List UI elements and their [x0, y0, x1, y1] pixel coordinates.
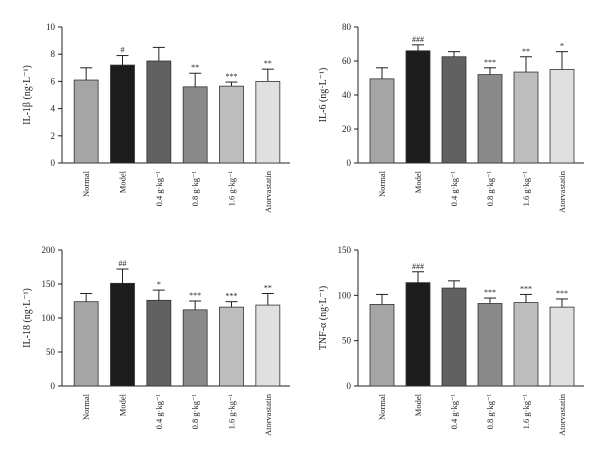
chart-panel-4: 0 50 100 150 TNF-α (ng·L⁻¹) Normal ### Model 0.4…	[318, 245, 584, 436]
y-tick-label: 60	[342, 56, 352, 66]
bar-5	[219, 85, 244, 164]
y-tick-label: 0	[51, 381, 56, 391]
significance-marker: ***	[226, 72, 238, 81]
bar-2	[405, 282, 431, 387]
y-tick-label: 6	[51, 76, 56, 86]
y-tick-label: 2	[51, 131, 56, 141]
bar-3	[441, 287, 467, 387]
category-label: 0.4 g·kg⁻¹	[449, 394, 459, 430]
significance-marker: ***	[556, 289, 568, 298]
significance-marker: **	[264, 284, 272, 293]
category-label: 0.8 g·kg⁻¹	[190, 171, 200, 207]
category-label: Normal	[377, 393, 387, 420]
bar-3	[146, 60, 172, 164]
y-axis-label: TNF-α (ng·L⁻¹)	[318, 286, 329, 350]
category-label: Model	[413, 170, 423, 193]
y-axis-label: IL-6 (ng·L⁻¹)	[318, 68, 329, 123]
chart-panel-3: 0 50 100 150 200 IL-18 (ng·L⁻¹) Normal ## Model *…	[22, 245, 290, 436]
bar-6	[255, 304, 281, 387]
category-label: 0.8 g·kg⁻¹	[485, 171, 495, 207]
bar-4	[182, 309, 208, 387]
significance-marker: **	[522, 47, 530, 56]
y-tick-label: 8	[51, 49, 56, 59]
category-label: 0.4 g·kg⁻¹	[449, 171, 459, 207]
category-label: Model	[118, 393, 128, 416]
category-label: 1.6 g·kg⁻¹	[227, 171, 237, 207]
category-label: Model	[118, 170, 128, 193]
bar-1	[73, 301, 99, 387]
significance-marker: *	[157, 280, 161, 289]
category-label: Atorvastatin	[557, 393, 567, 436]
category-label: 0.8 g·kg⁻¹	[190, 394, 200, 430]
bar-4	[477, 74, 503, 164]
bar-3	[146, 299, 172, 387]
y-tick-label: 0	[51, 158, 56, 168]
significance-marker: ***	[484, 58, 496, 67]
y-tick-label: 100	[338, 290, 352, 300]
bar-5	[513, 302, 539, 387]
bar-2	[405, 50, 431, 164]
bar-2	[110, 64, 135, 164]
significance-marker: ***	[226, 292, 238, 301]
significance-marker: ###	[412, 262, 424, 271]
category-label: Normal	[81, 393, 91, 420]
significance-marker: **	[191, 63, 199, 72]
significance-marker: ***	[189, 291, 201, 300]
y-tick-label: 150	[42, 279, 56, 289]
bar-4	[477, 303, 503, 387]
significance-marker: *	[560, 42, 564, 51]
bar-6	[549, 306, 575, 387]
y-tick-label: 150	[338, 245, 352, 255]
y-tick-label: 100	[42, 313, 56, 323]
chart-panel-2: 0 20 40 60 80 IL-6 (ng·L⁻¹) Normal ### Model 0.4 …	[318, 22, 584, 213]
category-label: 1.6 g·kg⁻¹	[521, 394, 531, 430]
significance-marker: **	[264, 59, 272, 68]
y-tick-label: 10	[46, 22, 56, 32]
bar-1	[369, 78, 395, 164]
bar-1	[73, 79, 99, 164]
category-label: Normal	[81, 170, 91, 197]
y-tick-label: 40	[342, 90, 352, 100]
category-label: Normal	[377, 170, 387, 197]
bar-4	[182, 86, 208, 164]
category-label: Atorvastatin	[263, 170, 273, 213]
bar-3	[441, 56, 467, 164]
y-tick-label: 50	[342, 336, 352, 346]
y-tick-label: 50	[46, 347, 56, 357]
significance-marker: ##	[119, 259, 127, 268]
y-tick-label: 0	[347, 381, 352, 391]
category-label: 0.8 g·kg⁻¹	[485, 394, 495, 430]
significance-marker: ***	[520, 284, 532, 293]
category-label: Model	[413, 393, 423, 416]
y-tick-label: 200	[42, 245, 56, 255]
significance-marker: ***	[484, 288, 496, 297]
category-label: Atorvastatin	[557, 170, 567, 213]
bar-6	[255, 81, 281, 164]
significance-marker: ###	[412, 35, 424, 44]
category-label: Atorvastatin	[263, 393, 273, 436]
y-axis-label: IL-1β (ng·L⁻¹)	[22, 65, 33, 125]
y-tick-label: 4	[51, 104, 56, 114]
bar-2	[110, 282, 135, 387]
category-label: 1.6 g·kg⁻¹	[227, 394, 237, 430]
bar-5	[219, 306, 244, 387]
bar-5	[513, 71, 539, 164]
bar-6	[549, 69, 575, 164]
y-axis-label: IL-18 (ng·L⁻¹)	[22, 288, 33, 348]
y-tick-label: 20	[342, 124, 352, 134]
category-label: 1.6 g·kg⁻¹	[521, 171, 531, 207]
chart-panel-1: 0 2 4 6 8 10 IL-1β (ng·L⁻¹) Normal # Model 0.4 g·k…	[22, 22, 290, 213]
y-tick-label: 0	[347, 158, 352, 168]
y-tick-label: 80	[342, 22, 352, 32]
bar-1	[369, 303, 395, 387]
significance-marker: #	[121, 46, 125, 55]
category-label: 0.4 g·kg⁻¹	[154, 394, 164, 430]
category-label: 0.4 g·kg⁻¹	[154, 171, 164, 207]
